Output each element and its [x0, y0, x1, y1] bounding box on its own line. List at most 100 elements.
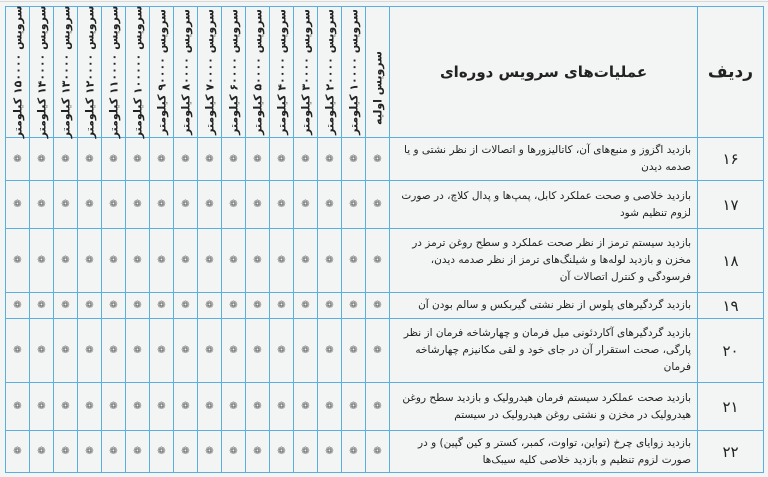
service-mark-cell: ❁	[293, 180, 318, 229]
service-mark-cell: ❁	[149, 292, 174, 319]
table-row: ۱۷ بازدید خلاصی و صحت عملکرد کابل، پمپ‌ها…	[5, 180, 764, 229]
asterisk-mark-icon: ❁	[157, 199, 166, 210]
asterisk-mark-icon: ❁	[205, 255, 214, 266]
service-mark-cell: ❁	[77, 292, 102, 319]
asterisk-mark-icon: ❁	[133, 401, 142, 412]
header-service-label: سرویس ۷۰۰۰۰ کیلومتر	[203, 9, 216, 135]
asterisk-mark-icon: ❁	[277, 255, 286, 266]
asterisk-mark-icon: ❁	[181, 255, 190, 266]
table-row: ۲۰ بازدید گردگیرهای آکاردئونی میل فرمان و…	[5, 318, 764, 383]
service-mark-cell: ❁	[77, 180, 102, 229]
header-service-label: سرویس ۱۰۰۰۰۰ کیلومتر	[131, 5, 144, 139]
service-mark-cell: ❁	[125, 228, 150, 293]
header-service-label: سرویس ۱۴۰۰۰۰ کیلومتر	[35, 5, 48, 139]
service-mark-cell: ❁	[53, 430, 78, 473]
asterisk-mark-icon: ❁	[277, 153, 286, 165]
service-mark-cell: ❁	[125, 180, 150, 229]
asterisk-mark-icon: ❁	[133, 345, 142, 356]
asterisk-mark-icon: ❁	[13, 255, 22, 266]
asterisk-mark-icon: ❁	[181, 300, 190, 311]
service-mark-cell: ❁	[317, 137, 342, 181]
service-mark-cell: ❁	[293, 137, 318, 181]
asterisk-mark-icon: ❁	[157, 153, 166, 165]
header-operations: عملیات‌های سرویس دوره‌ای	[389, 6, 698, 138]
service-mark-cell: ❁	[221, 318, 246, 383]
header-row: ردیف عملیات‌های سرویس دوره‌ای سرویس اولی…	[5, 5, 764, 139]
service-mark-cell: ❁	[341, 318, 366, 383]
asterisk-mark-icon: ❁	[373, 153, 382, 165]
header-service-column: سرویس ۱۲۰۰۰۰ کیلومتر	[77, 6, 102, 138]
service-mark-cell: ❁	[293, 430, 318, 473]
service-mark-cell: ❁	[29, 430, 54, 473]
header-service-label: سرویس ۹۰۰۰۰ کیلومتر	[155, 9, 168, 135]
asterisk-mark-icon: ❁	[325, 255, 334, 266]
asterisk-mark-icon: ❁	[61, 199, 70, 210]
asterisk-mark-icon: ❁	[205, 401, 214, 412]
service-mark-cell: ❁	[245, 180, 270, 229]
service-mark-cell: ❁	[317, 228, 342, 293]
asterisk-mark-icon: ❁	[181, 345, 190, 356]
service-mark-cell: ❁	[77, 228, 102, 293]
asterisk-mark-icon: ❁	[61, 255, 70, 266]
service-mark-cell: ❁	[197, 228, 222, 293]
row-operation-text: بازدید گردگیرهای آکاردئونی میل فرمان و چ…	[389, 318, 698, 383]
service-mark-cell: ❁	[317, 180, 342, 229]
service-mark-cell: ❁	[101, 137, 126, 181]
asterisk-mark-icon: ❁	[133, 255, 142, 266]
service-mark-cell: ❁	[245, 137, 270, 181]
service-mark-cell: ❁	[29, 318, 54, 383]
asterisk-mark-icon: ❁	[133, 153, 142, 165]
service-mark-cell: ❁	[197, 137, 222, 181]
service-mark-cell: ❁	[125, 292, 150, 319]
asterisk-mark-icon: ❁	[325, 345, 334, 356]
service-mark-cell: ❁	[149, 137, 174, 181]
header-service-column: سرویس ۱۰۰۰۰۰ کیلومتر	[125, 5, 150, 139]
service-mark-cell: ❁	[341, 137, 366, 181]
header-service-column: سرویس ۳۰۰۰۰ کیلومتر	[293, 6, 318, 138]
asterisk-mark-icon: ❁	[253, 345, 262, 356]
service-mark-cell: ❁	[173, 137, 198, 181]
header-service-label: سرویس ۴۰۰۰۰ کیلومتر	[275, 9, 288, 135]
header-service-column: سرویس ۶۰۰۰۰ کیلومتر	[221, 6, 246, 138]
row-number: ۲۰	[697, 318, 764, 383]
asterisk-mark-icon: ❁	[85, 199, 94, 210]
service-mark-cell: ❁	[341, 228, 366, 293]
service-mark-cell: ❁	[269, 180, 294, 229]
service-mark-cell: ❁	[125, 430, 150, 473]
service-mark-cell: ❁	[341, 292, 366, 319]
service-mark-cell: ❁	[293, 228, 318, 293]
service-mark-cell: ❁	[365, 430, 390, 473]
service-mark-cell: ❁	[365, 228, 390, 293]
asterisk-mark-icon: ❁	[301, 401, 310, 412]
service-mark-cell: ❁	[221, 180, 246, 229]
row-operation-text: بازدید زوایای چرخ (تواین، تواوت، کمبر، ک…	[389, 430, 698, 473]
asterisk-mark-icon: ❁	[13, 401, 22, 412]
asterisk-mark-icon: ❁	[253, 199, 262, 210]
service-mark-cell: ❁	[221, 137, 246, 181]
row-number: ۱۹	[697, 292, 764, 319]
service-mark-cell: ❁	[269, 137, 294, 181]
service-mark-cell: ❁	[245, 430, 270, 473]
service-mark-cell: ❁	[341, 180, 366, 229]
header-service-label: سرویس ۱۰۰۰۰ کیلومتر	[347, 9, 360, 135]
service-mark-cell: ❁	[173, 292, 198, 319]
service-mark-cell: ❁	[173, 382, 198, 431]
asterisk-mark-icon: ❁	[61, 153, 70, 165]
asterisk-mark-icon: ❁	[325, 300, 334, 311]
asterisk-mark-icon: ❁	[37, 153, 46, 165]
top-divider	[0, 1, 768, 2]
row-number: ۲۱	[697, 382, 764, 431]
service-mark-cell: ❁	[5, 318, 30, 383]
asterisk-mark-icon: ❁	[349, 300, 358, 311]
header-service-column: سرویس ۲۰۰۰۰ کیلومتر	[317, 6, 342, 138]
asterisk-mark-icon: ❁	[13, 300, 22, 311]
service-mark-cell: ❁	[53, 382, 78, 431]
asterisk-mark-icon: ❁	[85, 255, 94, 266]
table-row: ۲۱ بازدید صحت عملکرد سیستم فرمان هیدرولیک…	[5, 382, 764, 431]
asterisk-mark-icon: ❁	[253, 446, 262, 457]
service-mark-cell: ❁	[365, 292, 390, 319]
asterisk-mark-icon: ❁	[181, 401, 190, 412]
asterisk-mark-icon: ❁	[301, 199, 310, 210]
service-mark-cell: ❁	[53, 137, 78, 181]
header-service-column: سرویس ۵۰۰۰۰ کیلومتر	[245, 6, 270, 138]
